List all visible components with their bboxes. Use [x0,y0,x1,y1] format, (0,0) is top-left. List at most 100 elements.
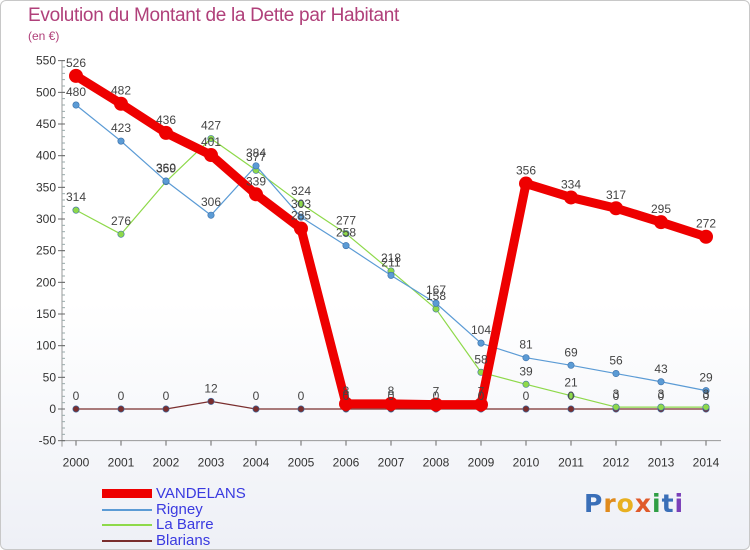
data-point [252,405,260,413]
data-label: 258 [336,226,356,240]
data-point [207,211,215,219]
data-label: 0 [478,389,485,403]
data-label: 3 [613,387,620,401]
data-label: 0 [298,389,305,403]
data-label: 359 [156,162,176,176]
y-tick-label: 50 [43,370,57,384]
logo-letter: P [584,489,604,518]
data-point [159,125,173,140]
legend-swatch-vandelans [102,489,152,498]
y-tick-label: 200 [36,275,56,289]
data-label: 480 [66,85,86,99]
data-point [204,148,218,163]
chart-title: Evolution du Montant de la Dette par Hab… [28,5,399,26]
data-label: 0 [388,389,395,403]
data-point [339,396,353,411]
x-tick-label: 2010 [513,456,540,470]
data-point [612,403,620,411]
data-point [117,405,125,413]
data-point [72,101,80,109]
data-point [567,392,575,400]
legend-swatch-rigney [102,508,152,511]
data-point [342,230,350,238]
data-label: 285 [291,209,311,223]
data-label: 167 [426,283,446,297]
y-tick-label: 100 [36,339,56,353]
y-tick-label: 350 [36,180,56,194]
series-line-rigney [75,104,707,392]
data-label: 0 [73,389,80,403]
line-chart: -500501001502002503003504004505005502000… [36,54,721,470]
data-label: 295 [651,202,671,216]
data-point [567,361,575,369]
data-point [609,201,623,216]
x-tick-label: 2011 [558,456,584,470]
y-tick-label: 400 [36,149,56,163]
logo-letter: i [674,489,685,518]
data-point [432,299,440,307]
data-label: 0 [523,389,530,403]
data-label: 43 [654,362,668,376]
logo-letter: o [616,489,635,518]
data-point [474,397,488,412]
data-point [72,206,80,214]
data-label: 377 [246,150,266,164]
legend-label-blarians: Blarians [156,531,211,549]
data-point [522,405,530,413]
data-point [654,215,668,230]
data-point [117,230,125,238]
data-label: 12 [204,381,218,395]
logo-letter: i [652,489,662,518]
data-label: 0 [433,389,440,403]
x-tick-label: 2009 [468,456,495,470]
legend-label-la-barre: La Barre [156,516,214,533]
data-point [657,378,665,386]
data-label: 3 [658,387,665,401]
x-tick-label: 2012 [603,456,630,470]
data-label: 277 [336,214,356,228]
data-label: 0 [163,389,170,403]
data-point [702,387,710,395]
y-tick-label: 150 [36,307,56,321]
data-label: 334 [561,177,581,191]
y-tick-label: 550 [36,54,56,68]
y-tick-label: -50 [39,434,57,448]
data-label: 7 [478,385,485,399]
y-tick-label: 0 [49,402,56,416]
data-point [72,405,80,413]
logo-letter: r [603,489,617,518]
x-tick-label: 2001 [108,456,135,470]
data-point [114,96,128,111]
data-point [162,177,170,185]
data-label: 427 [201,119,221,133]
data-label: 8 [343,384,350,398]
data-point [117,137,125,145]
data-point [249,187,263,202]
data-point [384,396,398,411]
data-label: 39 [519,364,533,378]
data-label: 276 [111,214,131,228]
proxiti-logo: Proxiti [584,489,684,518]
data-point [297,200,305,208]
data-label: 104 [471,323,491,337]
data-point [429,397,443,412]
data-label: 339 [246,174,266,188]
data-point [522,354,530,362]
data-point [702,403,710,411]
legend-label-vandelans: VANDELANS [156,485,246,502]
data-label: 384 [246,146,266,160]
data-point [567,405,575,413]
data-label: 360 [156,161,176,175]
data-label: 0 [568,389,575,403]
x-tick-label: 2008 [423,456,450,470]
logo-letter: x [634,489,652,518]
data-point [252,162,260,170]
x-tick-label: 2007 [378,456,405,470]
y-tick-label: 450 [36,117,56,131]
data-point [522,380,530,388]
x-tick-label: 2002 [153,456,180,470]
data-label: 0 [343,389,350,403]
data-label: 211 [381,255,400,269]
logo-letter: t [661,489,675,518]
